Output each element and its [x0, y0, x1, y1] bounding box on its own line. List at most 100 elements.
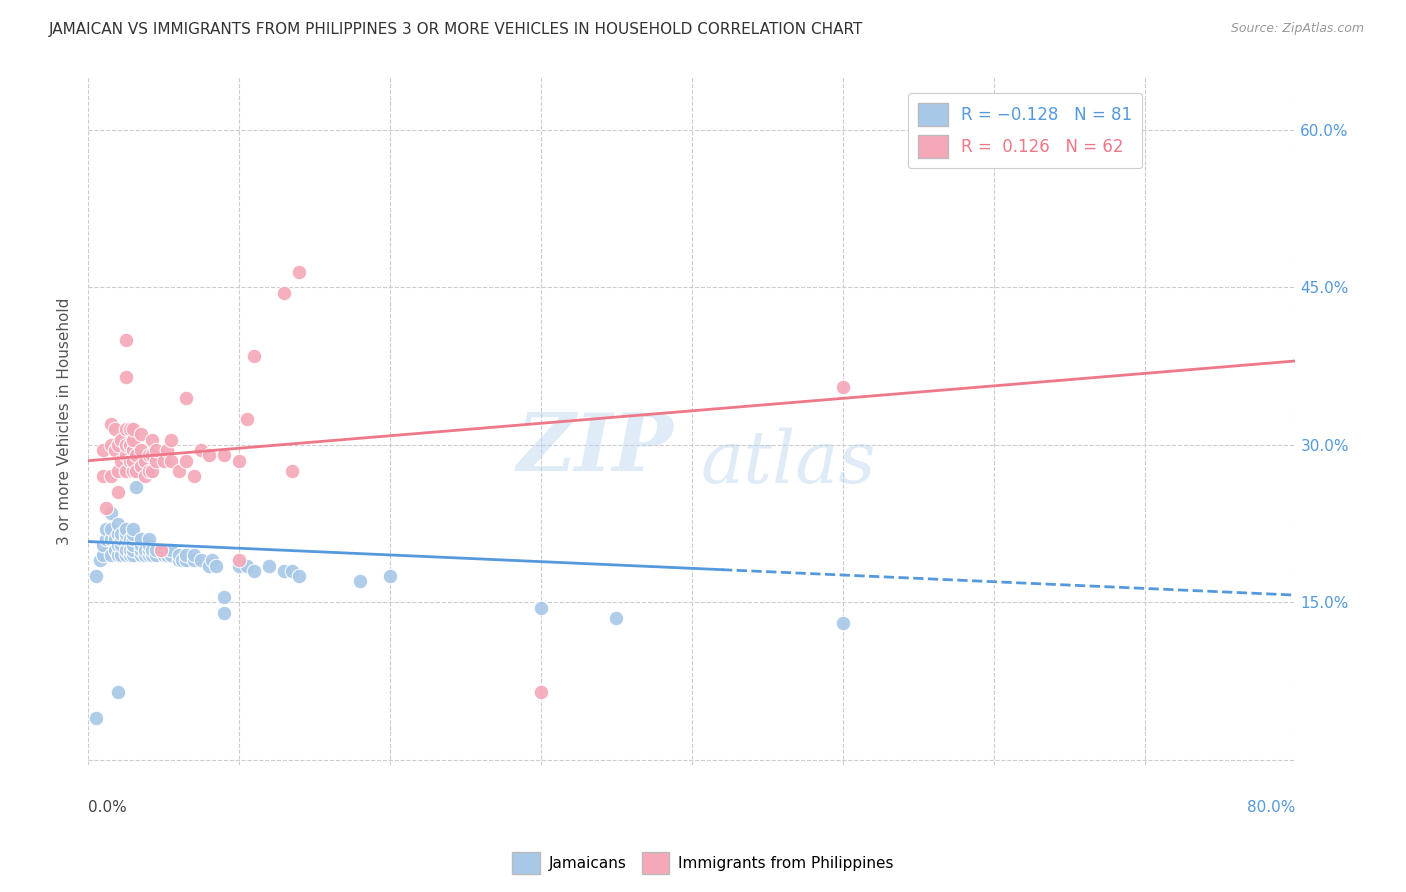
- Point: [96, 522, 118, 536]
- Point: [134, 543, 156, 558]
- Point: [145, 548, 167, 562]
- Point: [107, 438, 129, 452]
- Point: [120, 438, 142, 452]
- Point: [156, 443, 179, 458]
- Point: [160, 453, 183, 467]
- Point: [125, 449, 148, 463]
- Point: [138, 538, 160, 552]
- Point: [201, 553, 224, 567]
- Point: [122, 443, 145, 458]
- Point: [281, 464, 304, 478]
- Point: [174, 391, 197, 405]
- Legend: R = −0.128   N = 81, R =  0.126   N = 62: R = −0.128 N = 81, R = 0.126 N = 62: [908, 93, 1142, 169]
- Point: [107, 516, 129, 531]
- Point: [122, 548, 145, 562]
- Point: [115, 422, 138, 436]
- Point: [104, 443, 127, 458]
- Point: [156, 548, 179, 562]
- Point: [134, 548, 156, 562]
- Y-axis label: 3 or more Vehicles in Household: 3 or more Vehicles in Household: [58, 298, 72, 545]
- Point: [530, 600, 553, 615]
- Point: [212, 449, 235, 463]
- Legend: Jamaicans, Immigrants from Philippines: Jamaicans, Immigrants from Philippines: [506, 846, 900, 880]
- Point: [91, 548, 114, 562]
- Point: [115, 464, 138, 478]
- Point: [129, 427, 152, 442]
- Text: Source: ZipAtlas.com: Source: ZipAtlas.com: [1230, 22, 1364, 36]
- Point: [125, 480, 148, 494]
- Point: [141, 543, 163, 558]
- Point: [120, 422, 142, 436]
- Point: [115, 527, 138, 541]
- Point: [115, 369, 138, 384]
- Point: [160, 433, 183, 447]
- Point: [243, 349, 266, 363]
- Point: [141, 548, 163, 562]
- Point: [170, 553, 193, 567]
- Text: atlas: atlas: [700, 427, 876, 498]
- Point: [138, 449, 160, 463]
- Point: [228, 453, 250, 467]
- Point: [115, 548, 138, 562]
- Point: [288, 569, 311, 583]
- Point: [104, 543, 127, 558]
- Point: [110, 433, 132, 447]
- Point: [91, 538, 114, 552]
- Point: [349, 574, 371, 589]
- Point: [141, 433, 163, 447]
- Point: [152, 543, 174, 558]
- Point: [107, 538, 129, 552]
- Point: [89, 553, 111, 567]
- Point: [129, 443, 152, 458]
- Point: [212, 606, 235, 620]
- Point: [831, 380, 853, 394]
- Point: [134, 469, 156, 483]
- Point: [115, 543, 138, 558]
- Point: [281, 564, 304, 578]
- Point: [145, 453, 167, 467]
- Point: [122, 453, 145, 467]
- Point: [91, 443, 114, 458]
- Point: [228, 553, 250, 567]
- Point: [141, 449, 163, 463]
- Point: [110, 538, 132, 552]
- Point: [138, 533, 160, 547]
- Point: [152, 548, 174, 562]
- Point: [174, 548, 197, 562]
- Point: [129, 543, 152, 558]
- Point: [100, 469, 122, 483]
- Point: [183, 548, 205, 562]
- Point: [100, 506, 122, 520]
- Point: [107, 485, 129, 500]
- Point: [122, 543, 145, 558]
- Point: [122, 433, 145, 447]
- Point: [122, 522, 145, 536]
- Point: [122, 464, 145, 478]
- Point: [183, 553, 205, 567]
- Point: [115, 333, 138, 347]
- Point: [228, 558, 250, 573]
- Point: [115, 522, 138, 536]
- Point: [84, 569, 107, 583]
- Point: [110, 548, 132, 562]
- Point: [605, 611, 627, 625]
- Point: [190, 443, 212, 458]
- Point: [129, 548, 152, 562]
- Point: [134, 453, 156, 467]
- Text: JAMAICAN VS IMMIGRANTS FROM PHILIPPINES 3 OR MORE VEHICLES IN HOUSEHOLD CORRELAT: JAMAICAN VS IMMIGRANTS FROM PHILIPPINES …: [49, 22, 863, 37]
- Point: [257, 558, 280, 573]
- Point: [174, 553, 197, 567]
- Point: [235, 558, 257, 573]
- Point: [120, 533, 142, 547]
- Point: [138, 543, 160, 558]
- Point: [91, 469, 114, 483]
- Point: [96, 500, 118, 515]
- Point: [122, 422, 145, 436]
- Point: [115, 438, 138, 452]
- Point: [84, 711, 107, 725]
- Point: [120, 548, 142, 562]
- Text: 80.0%: 80.0%: [1247, 799, 1295, 814]
- Point: [122, 538, 145, 552]
- Point: [104, 533, 127, 547]
- Point: [115, 449, 138, 463]
